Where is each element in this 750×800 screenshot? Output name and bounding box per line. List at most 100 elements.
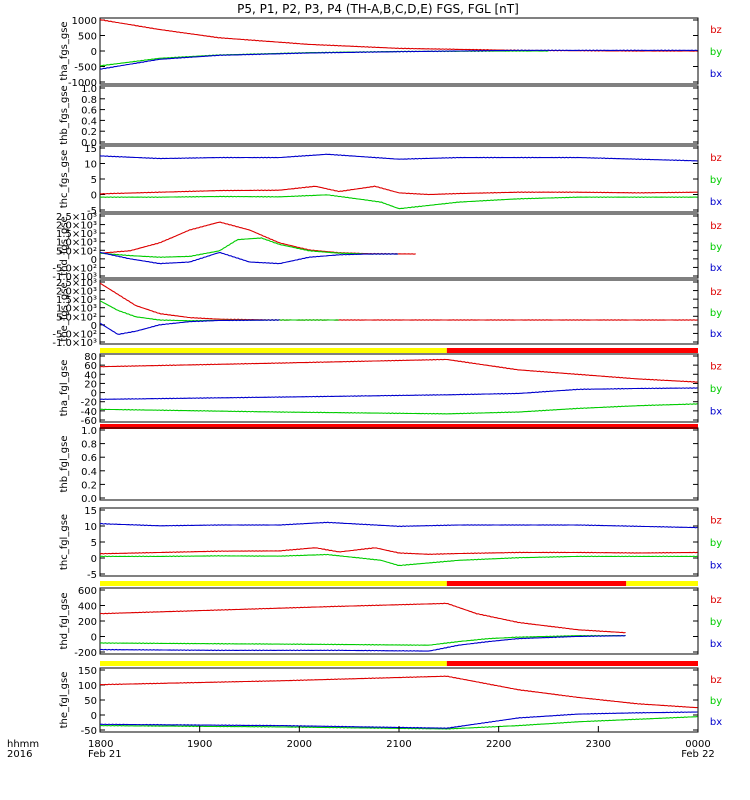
- y-tick-label: 0: [91, 633, 97, 644]
- y-tick-label: 1.5×10³: [56, 295, 97, 306]
- corner-label-hhmm: hhmm: [7, 739, 39, 750]
- panel-3: 15 10 5 0 -5 thc_fgs_gse bz by bx: [59, 144, 722, 217]
- y-tick-label: 0: [91, 554, 97, 565]
- y-tick-label: 0: [91, 711, 97, 722]
- legend-bz: bz: [710, 25, 722, 36]
- y-tick-label: -1000: [68, 78, 97, 89]
- x-tick-label: 2000: [287, 739, 312, 750]
- x-tick-label: 2300: [586, 739, 611, 750]
- legend-by: by: [710, 696, 722, 707]
- panel-frame: [99, 85, 699, 145]
- series-bz-line: [99, 185, 698, 196]
- panel-frame: [99, 427, 699, 501]
- legend-bz: bz: [710, 362, 722, 373]
- y-tick-label: 0.0: [81, 494, 97, 505]
- chart-title: P5, P1, P2, P3, P4 (TH-A,B,C,D,E) FGS, F…: [237, 2, 519, 16]
- status-bar-segment: [100, 581, 447, 586]
- y-tick-label: 50: [84, 696, 97, 707]
- y-tick-label: -1.0×10³: [52, 338, 97, 349]
- y-tick-label: 100: [78, 681, 97, 692]
- y-tick-label: 15: [84, 144, 97, 155]
- y-tick-label: 0.0: [81, 138, 97, 149]
- x-tick-label: 1800: [88, 739, 113, 750]
- y-tick-label: 1.5×10³: [56, 229, 97, 240]
- panel-frame: [99, 145, 699, 213]
- legend-bz: bz: [710, 675, 722, 686]
- y-tick-label: 0: [91, 191, 97, 202]
- y-tick-label: -20: [81, 398, 97, 409]
- y-tick-label: 0.8: [81, 440, 97, 451]
- y-tick-label: 0.6: [81, 453, 97, 464]
- y-tick-label: -200: [74, 648, 97, 659]
- y-tick-label: 2.5×10³: [56, 212, 97, 223]
- y-tick-label: -40: [81, 407, 97, 418]
- legend-by: by: [710, 175, 722, 186]
- legend-bz: bz: [710, 287, 722, 298]
- status-bar-segment: [626, 581, 698, 586]
- y-tick-label: 80: [84, 352, 97, 363]
- series-bx-line: [99, 319, 280, 335]
- status-bar-segment: [446, 581, 627, 586]
- legend-bz: bz: [710, 153, 722, 164]
- series-by-line: [99, 403, 698, 415]
- y-tick-label: 0.6: [81, 106, 97, 117]
- y-tick-label: 600: [78, 586, 97, 597]
- y-tick-label: 0: [91, 255, 97, 266]
- y-tick-label: 0.4: [81, 116, 97, 127]
- y-tick-label: 0.4: [81, 467, 97, 478]
- status-bar-segment: [446, 661, 698, 666]
- legend-bx: bx: [710, 197, 722, 208]
- series-bz-line: [99, 675, 698, 709]
- y-tick-label: 0.8: [81, 95, 97, 106]
- y-axis-label: thc_fgl_gse: [59, 514, 70, 570]
- y-tick-label: 5.0×10²: [56, 246, 97, 257]
- panel-10: 150 100 50 0 -50 the_fgl_gse bz by bx: [59, 661, 722, 737]
- x-tick-label: 0000: [685, 739, 710, 750]
- y-tick-label: 1.0: [81, 84, 97, 95]
- y-tick-label: 0: [91, 47, 97, 58]
- series-bz-line: [99, 282, 698, 321]
- end-date-label: Feb 22: [681, 749, 715, 760]
- legend-by: by: [710, 47, 722, 58]
- panel-4: 2.5×10³2.0×10³1.5×10³1.0×10³5.0×10²0-5.0…: [52, 212, 722, 283]
- panel-frame: [99, 353, 699, 423]
- panel-2: 1.00.80.60.40.20.0 thb_fgs_gse: [59, 84, 699, 149]
- legend-by: by: [710, 384, 722, 395]
- panel-8: 15 10 5 0 -5 thc_fgl_gse bz by bx: [59, 506, 722, 581]
- y-axis-label: thd_fgs_gse: [59, 216, 70, 275]
- y-tick-label: -5: [87, 206, 97, 217]
- legend-by: by: [710, 308, 722, 319]
- y-axis-label: the_fgs_gse: [59, 282, 70, 341]
- legend-bz: bz: [710, 595, 722, 606]
- series-by-line: [99, 553, 698, 567]
- y-tick-label: 1000: [72, 16, 97, 27]
- y-axis-label: thb_fgl_gse: [59, 436, 70, 493]
- legend-by: by: [710, 242, 722, 253]
- series-bx-line: [99, 387, 698, 401]
- legend-bx: bx: [710, 329, 722, 340]
- y-tick-label: 5.0×10²: [56, 312, 97, 323]
- y-tick-label: 0: [91, 389, 97, 400]
- y-tick-label: -5: [87, 570, 97, 581]
- y-tick-label: 2.5×10³: [56, 278, 97, 289]
- y-tick-label: -5.0×10²: [52, 329, 97, 340]
- status-bar-segment: [100, 424, 698, 429]
- x-tick-label: 2100: [386, 739, 411, 750]
- x-tick-label: 2200: [486, 739, 511, 750]
- status-bar-segment: [446, 348, 698, 353]
- panel-frame: [99, 213, 699, 279]
- y-tick-label: 20: [84, 379, 97, 390]
- y-tick-label: 2.0×10³: [56, 221, 97, 232]
- series-bx-line: [99, 49, 698, 70]
- series-by-line: [99, 634, 626, 646]
- series-bz-line: [99, 358, 698, 383]
- y-axis-label: tha_fgs_gse: [59, 21, 70, 80]
- y-tick-label: 10: [84, 160, 97, 171]
- series-bx-line: [99, 521, 698, 529]
- x-tick-label: 1900: [187, 739, 212, 750]
- legend-by: by: [710, 617, 722, 628]
- y-tick-label: 1.0×10³: [56, 238, 97, 249]
